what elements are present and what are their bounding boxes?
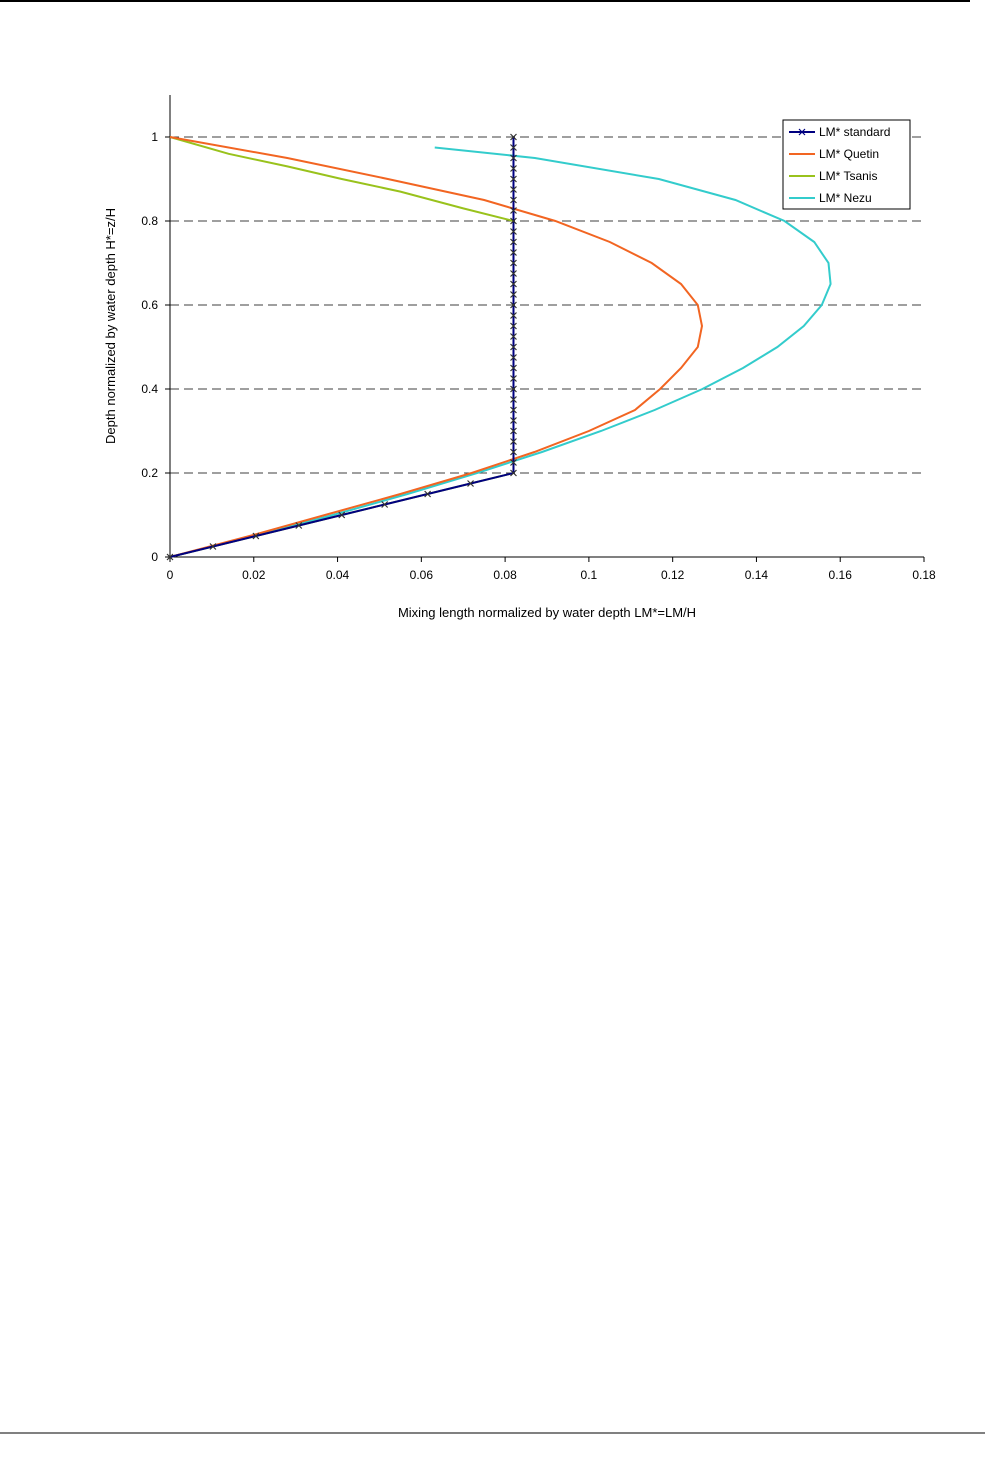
marker xyxy=(510,280,517,288)
marker xyxy=(510,259,517,267)
series-line xyxy=(169,137,515,558)
marker xyxy=(510,291,517,298)
marker xyxy=(510,343,517,351)
marker xyxy=(510,133,517,141)
marker xyxy=(510,385,517,393)
marker xyxy=(510,312,517,319)
y-tick-label: 0.4 xyxy=(141,382,158,396)
marker xyxy=(510,207,517,214)
marker xyxy=(510,228,517,235)
y-tick-label: 1 xyxy=(151,130,158,144)
marker xyxy=(510,364,517,372)
x-tick-label: 0.02 xyxy=(242,568,266,582)
legend-marker xyxy=(798,128,806,136)
x-tick-label: 0.12 xyxy=(661,568,685,582)
marker xyxy=(252,532,260,540)
legend-label: LM* standard xyxy=(819,125,890,139)
x-tick-label: 0.14 xyxy=(745,568,769,582)
marker xyxy=(510,396,517,403)
marker xyxy=(510,438,517,445)
legend-label: LM* Quetin xyxy=(819,147,879,161)
series-line xyxy=(169,136,704,558)
marker xyxy=(510,417,517,424)
marker xyxy=(510,448,517,456)
marker xyxy=(510,301,517,309)
x-tick-label: 0.06 xyxy=(410,568,434,582)
x-tick-label: 0.16 xyxy=(829,568,853,582)
series-line xyxy=(169,136,515,558)
marker xyxy=(510,165,517,172)
y-tick-label: 0 xyxy=(151,550,158,564)
y-tick-label: 0.6 xyxy=(141,298,158,312)
chart: 0 0.2 0.4 0.6 0.8 1 0 0.02 0.04 0.06 0.08 0.1 0.12 0.… xyxy=(141,95,936,582)
marker xyxy=(467,480,474,487)
y-tick-label: 0.8 xyxy=(141,214,158,228)
y-tick-label: 0.2 xyxy=(141,466,158,480)
y-axis-label: Depth normalized by water depth H*=z/H xyxy=(103,208,118,444)
marker xyxy=(510,249,517,256)
marker xyxy=(510,406,517,414)
marker xyxy=(510,270,517,277)
marker xyxy=(510,322,517,330)
marker xyxy=(510,333,517,340)
marker xyxy=(510,144,517,151)
x-tick-label: 0 xyxy=(167,568,174,582)
marker xyxy=(510,196,517,204)
marker xyxy=(424,490,432,498)
marker xyxy=(510,469,517,477)
x-tick-label: 0.08 xyxy=(493,568,517,582)
marker xyxy=(510,175,517,183)
legend-label: LM* Nezu xyxy=(819,191,872,205)
x-axis-label: Mixing length normalized by water depth … xyxy=(398,605,696,620)
x-tick-label: 0.18 xyxy=(912,568,936,582)
legend-label: LM* Tsanis xyxy=(819,169,877,183)
marker xyxy=(209,543,217,550)
marker xyxy=(510,186,517,193)
marker xyxy=(510,238,517,246)
marker xyxy=(510,217,517,225)
marker xyxy=(510,459,517,466)
marker xyxy=(510,354,517,361)
series-line xyxy=(169,146,832,558)
marker xyxy=(510,375,517,382)
marker xyxy=(338,511,346,519)
marker xyxy=(295,522,303,529)
marker xyxy=(166,553,174,561)
x-tick-label: 0.04 xyxy=(326,568,350,582)
marker xyxy=(510,427,517,435)
marker xyxy=(510,154,517,162)
x-tick-label: 0.1 xyxy=(581,568,598,582)
marker xyxy=(381,501,389,508)
